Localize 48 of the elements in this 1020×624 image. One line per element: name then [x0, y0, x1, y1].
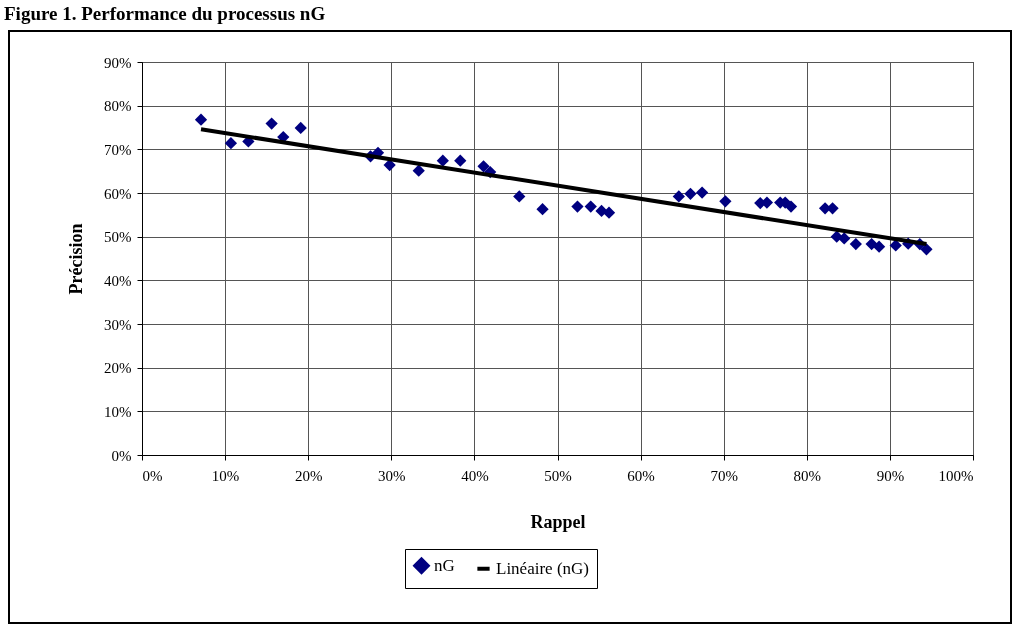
x-tick-label: 0% [142, 467, 163, 484]
point [436, 154, 449, 167]
point [454, 154, 467, 167]
y-tick-label: 50% [104, 229, 132, 246]
point [224, 137, 238, 150]
point [695, 186, 709, 199]
point [838, 232, 851, 245]
point [265, 117, 278, 130]
x-tick-label: 10% [211, 467, 240, 484]
y-tick-label: 40% [104, 272, 132, 289]
x-tick-label: 100% [938, 467, 974, 484]
y-tick-label: 80% [104, 98, 132, 115]
chart-title: Figure 1. Performance du processus nG [4, 2, 326, 26]
point [584, 200, 597, 213]
x-tick-label: 90% [876, 467, 905, 484]
y-tick-label: 70% [104, 141, 132, 158]
y-axis-title: Précision [66, 223, 86, 295]
point [872, 240, 886, 253]
point [672, 190, 685, 203]
x-tick-label: 60% [627, 467, 655, 484]
x-tick-label: 80% [793, 467, 822, 484]
point [920, 243, 933, 256]
point [571, 200, 584, 213]
point [194, 113, 208, 126]
point [684, 187, 697, 200]
x-tick-label: 30% [378, 467, 406, 484]
y-tick-label: 0% [111, 447, 132, 464]
point [536, 203, 549, 216]
legend-label: nG [434, 555, 455, 575]
point [477, 160, 490, 173]
y-tick-label: 60% [104, 185, 132, 202]
x-tick-label: 70% [710, 467, 738, 484]
point [784, 200, 798, 213]
legend-label: Linéaire (nG) [496, 558, 589, 578]
point [849, 237, 862, 251]
y-tick-label: 20% [104, 360, 132, 377]
point [294, 121, 307, 135]
point [513, 190, 526, 203]
point [719, 195, 732, 208]
point [602, 206, 616, 219]
x-tick-label: 50% [544, 467, 572, 484]
x-tick-label: 20% [294, 467, 323, 484]
x-tick-label: 40% [461, 467, 489, 484]
y-tick-label: 10% [104, 403, 132, 420]
x-axis-title: Rappel [530, 511, 586, 532]
y-tick-label: 90% [104, 54, 132, 71]
y-tick-label: 30% [104, 316, 132, 333]
point [412, 164, 425, 177]
